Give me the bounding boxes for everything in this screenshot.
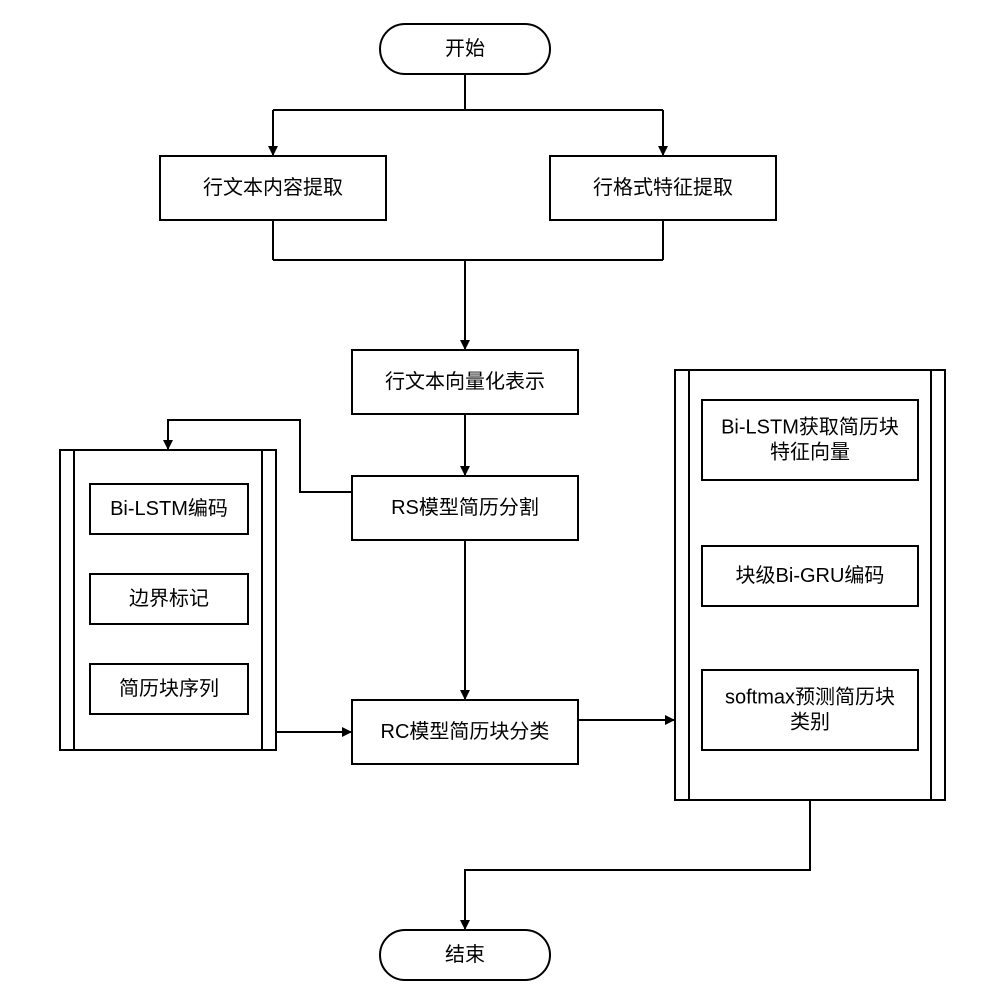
svg-text:行文本内容提取: 行文本内容提取 xyxy=(203,176,343,199)
vectorize: 行文本向量化表示 xyxy=(352,350,578,414)
bilstm_feat: Bi-LSTM获取简历块特征向量 xyxy=(702,400,918,480)
rc_model: RC模型简历块分类 xyxy=(352,700,578,764)
start: 开始 xyxy=(380,24,550,74)
svg-text:边界标记: 边界标记 xyxy=(129,587,209,610)
end: 结束 xyxy=(380,930,550,980)
svg-text:Bi-LSTM编码: Bi-LSTM编码 xyxy=(110,497,228,520)
bigru_enc: 块级Bi-GRU编码 xyxy=(702,546,918,606)
rs_model: RS模型简历分割 xyxy=(352,476,578,540)
svg-text:简历块序列: 简历块序列 xyxy=(119,677,219,700)
text_extract: 行文本内容提取 xyxy=(160,156,386,220)
svg-text:行格式特征提取: 行格式特征提取 xyxy=(593,176,733,199)
svg-text:RS模型简历分割: RS模型简历分割 xyxy=(391,496,539,519)
svg-text:特征向量: 特征向量 xyxy=(770,441,850,464)
nodes-layer: 开始结束 行文本内容提取 行格式特征提取行文本向量化表示 RS模型简历分割 RC模型简历… xyxy=(60,24,945,980)
rightcont-to-end xyxy=(465,800,810,930)
format_extract: 行格式特征提取 xyxy=(550,156,776,220)
softmax_pred: softmax预测简历块类别 xyxy=(702,670,918,750)
block_seq: 简历块序列 xyxy=(90,664,248,714)
svg-text:类别: 类别 xyxy=(790,711,830,734)
svg-text:softmax预测简历块: softmax预测简历块 xyxy=(725,686,895,709)
svg-text:RC模型简历块分类: RC模型简历块分类 xyxy=(381,720,550,743)
svg-text:结束: 结束 xyxy=(445,943,485,966)
svg-text:开始: 开始 xyxy=(445,37,485,60)
svg-text:Bi-LSTM获取简历块: Bi-LSTM获取简历块 xyxy=(721,416,899,439)
bilstm_enc: Bi-LSTM编码 xyxy=(90,484,248,534)
svg-text:块级Bi-GRU编码: 块级Bi-GRU编码 xyxy=(736,564,885,587)
boundary: 边界标记 xyxy=(90,574,248,624)
svg-text:行文本向量化表示: 行文本向量化表示 xyxy=(385,370,545,393)
